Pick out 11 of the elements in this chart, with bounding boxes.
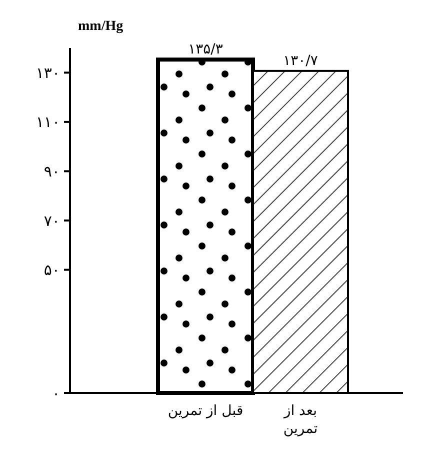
y-tick-label: ۰ <box>52 384 60 402</box>
x-tick-label: بعد از تمرین <box>282 403 318 437</box>
y-tick-label: ۱۱۰ <box>36 113 60 132</box>
data-label: ۱۳۰/۷ <box>283 52 318 69</box>
y-tick-label: ۵۰ <box>44 261 60 280</box>
y-tick-label: ۹۰ <box>44 162 60 180</box>
data-label: ۱۳۵/۳ <box>188 42 224 58</box>
x-tick-label: قبل از تمرین <box>168 403 244 419</box>
y-axis-title: mm/Hg <box>78 19 124 34</box>
y-tick-label: ۷۰ <box>44 212 60 230</box>
y-tick-label: ۱۳۰ <box>36 64 60 82</box>
